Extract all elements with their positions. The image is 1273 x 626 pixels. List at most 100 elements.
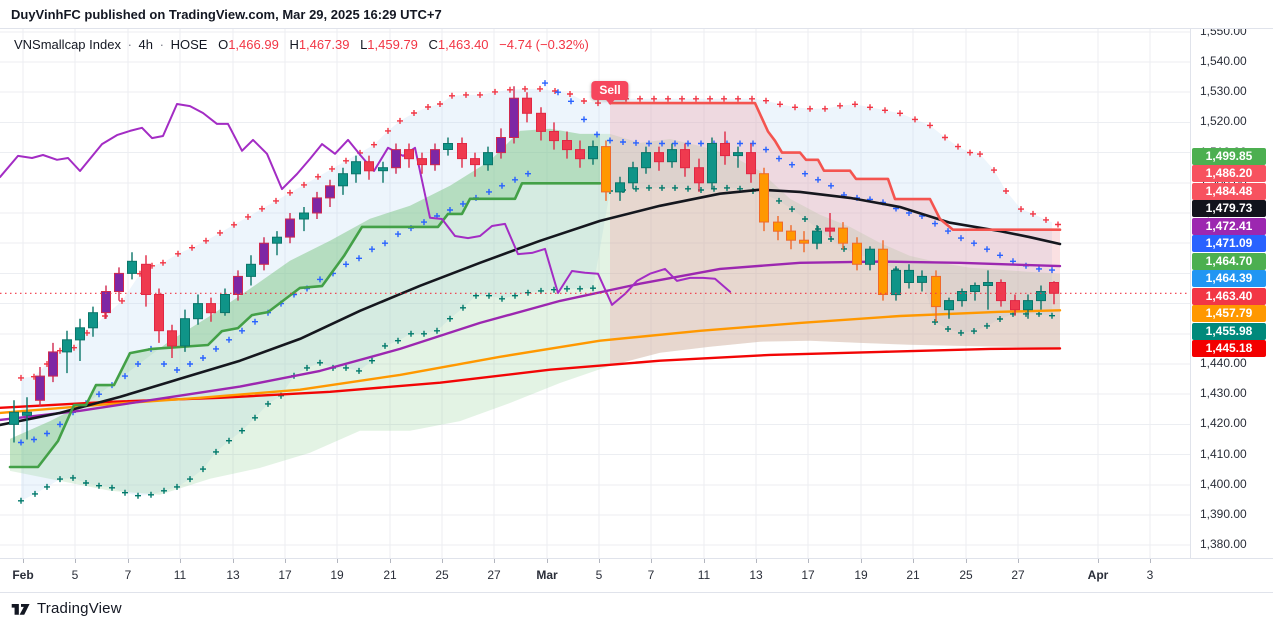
x-axis-tickmark (913, 559, 914, 563)
x-axis-tickmark (233, 559, 234, 563)
price-axis[interactable]: 1,550.001,540.001,530.001,520.001,510.00… (1190, 28, 1273, 559)
x-axis-tick: 11 (173, 568, 187, 582)
low-value: 1,459.79 (367, 37, 418, 52)
candle (957, 291, 967, 302)
sell-signal-pointer (604, 99, 615, 105)
price-label: 1,464.39 (1192, 270, 1266, 287)
candle (812, 230, 822, 244)
price-chart[interactable]: VNSmallcap Index · 4h · HOSE O1,466.99 H… (0, 28, 1190, 559)
x-axis-tick: Mar (536, 568, 558, 582)
x-axis-tick: 3 (1146, 568, 1154, 582)
candle (457, 143, 467, 160)
candle (746, 152, 756, 175)
y-axis-tick: 1,540.00 (1200, 54, 1247, 68)
candle (891, 269, 901, 296)
x-axis-tickmark (1018, 559, 1019, 563)
x-axis-tickmark (651, 559, 652, 563)
x-axis-tick: 17 (278, 568, 292, 582)
x-axis-tick: 13 (226, 568, 240, 582)
candle (180, 318, 190, 347)
publish-header: DuyVinhFC published on TradingView.com, … (11, 7, 442, 22)
candle (470, 158, 480, 166)
x-axis-tickmark (494, 559, 495, 563)
candle (220, 294, 230, 314)
candle (694, 167, 704, 184)
x-axis-tick: 27 (487, 568, 501, 582)
candle (575, 149, 585, 160)
candle (786, 230, 796, 241)
price-label: 1,499.85 (1192, 147, 1266, 165)
interval-label: 4h (138, 37, 154, 52)
y-axis-tick: 1,440.00 (1200, 356, 1247, 370)
candle (483, 152, 493, 166)
high-value: 1,467.39 (298, 37, 350, 52)
supertrend-up-line (8, 182, 602, 469)
supertrend-down-line (608, 101, 1062, 231)
candle (1036, 291, 1046, 302)
candle (101, 291, 111, 314)
y-axis-tick: 1,400.00 (1200, 476, 1247, 491)
x-axis-tickmark (442, 559, 443, 563)
candle (233, 275, 243, 295)
candle (285, 218, 295, 238)
candle (206, 303, 216, 314)
legend-separator: · (159, 37, 164, 52)
x-axis-tickmark (808, 559, 809, 563)
chart-canvas[interactable] (0, 29, 1190, 559)
tradingview-brand[interactable]: TradingView (11, 600, 122, 617)
low-label: L (360, 37, 368, 52)
symbol-name[interactable]: VNSmallcap Index (14, 37, 121, 52)
candle (733, 152, 743, 157)
candle (667, 149, 677, 163)
candle (878, 248, 888, 295)
candle (246, 263, 256, 277)
price-label: 1,464.70 (1192, 252, 1266, 270)
candle (404, 149, 414, 160)
sell-signal-marker: Sell (591, 81, 629, 105)
candle (759, 173, 769, 223)
sell-signal-label: Sell (599, 83, 621, 97)
candle (654, 152, 664, 163)
exchange-label: HOSE (170, 37, 208, 52)
time-axis[interactable]: Feb 5 7 11 13 17 19 21 25 27 Mar 5 7 11 13 17 19 21 25 27 Ap… (0, 558, 1190, 593)
candle (996, 282, 1006, 302)
candle (417, 158, 427, 166)
candle (983, 282, 993, 286)
candle (536, 112, 546, 132)
price-label: 1,457.79 (1192, 305, 1266, 322)
candle (773, 221, 783, 232)
x-axis-tickmark (547, 559, 548, 563)
chart-legend: VNSmallcap Index · 4h · HOSE O1,466.99 H… (14, 37, 589, 52)
x-axis-tick: 17 (801, 568, 815, 582)
x-axis-tickmark (128, 559, 129, 563)
candle (601, 146, 611, 193)
candle (338, 173, 348, 187)
footer-bar: TradingView (0, 592, 1273, 626)
x-axis-tickmark (966, 559, 967, 563)
x-axis-tick: Feb (12, 568, 34, 582)
y-axis-tick: 1,380.00 (1200, 537, 1247, 552)
x-axis-tickmark (704, 559, 705, 563)
price-label: 1,455.98 (1192, 322, 1266, 340)
candle (707, 143, 717, 184)
x-axis-tick: 5 (595, 568, 603, 582)
candle (364, 161, 374, 172)
x-axis-tickmark (756, 559, 757, 563)
candle (549, 131, 559, 142)
high-label: H (289, 37, 299, 52)
candle (312, 197, 322, 214)
candle (430, 149, 440, 166)
candle (1049, 282, 1059, 294)
candle (272, 236, 282, 244)
y-axis-tick: 1,420.00 (1200, 416, 1247, 431)
close-label: C (428, 37, 438, 52)
price-label: 1,484.48 (1192, 182, 1266, 200)
x-axis-tick: 25 (959, 568, 973, 582)
x-axis-tickmark (599, 559, 600, 563)
candle (9, 411, 19, 425)
candle (391, 149, 401, 169)
candle (22, 411, 32, 416)
tradingview-logo-icon (11, 603, 30, 615)
candle (299, 212, 309, 220)
